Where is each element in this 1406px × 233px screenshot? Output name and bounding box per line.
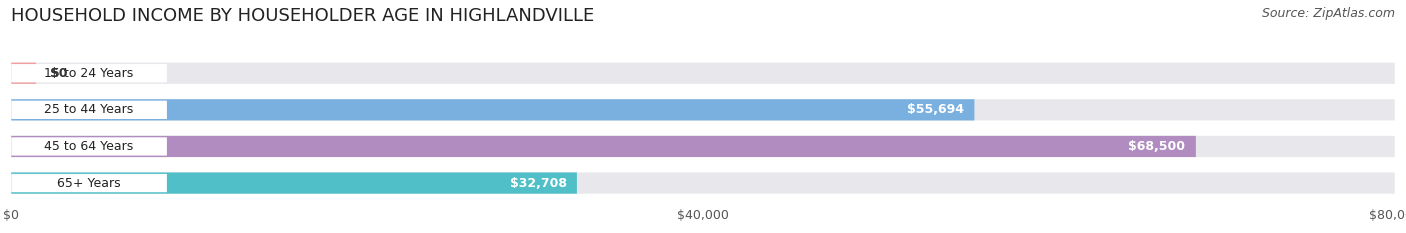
Text: $68,500: $68,500 (1129, 140, 1185, 153)
FancyBboxPatch shape (11, 136, 1395, 157)
Text: $32,708: $32,708 (509, 177, 567, 190)
FancyBboxPatch shape (11, 172, 576, 194)
Text: HOUSEHOLD INCOME BY HOUSEHOLDER AGE IN HIGHLANDVILLE: HOUSEHOLD INCOME BY HOUSEHOLDER AGE IN H… (11, 7, 595, 25)
Text: $55,694: $55,694 (907, 103, 965, 116)
FancyBboxPatch shape (11, 101, 167, 119)
FancyBboxPatch shape (11, 174, 167, 192)
FancyBboxPatch shape (11, 64, 167, 82)
FancyBboxPatch shape (11, 99, 974, 120)
FancyBboxPatch shape (11, 137, 167, 156)
FancyBboxPatch shape (11, 136, 1197, 157)
FancyBboxPatch shape (11, 99, 1395, 120)
Text: 65+ Years: 65+ Years (58, 177, 121, 190)
FancyBboxPatch shape (11, 63, 1395, 84)
FancyBboxPatch shape (11, 63, 37, 84)
Text: Source: ZipAtlas.com: Source: ZipAtlas.com (1261, 7, 1395, 20)
Text: 25 to 44 Years: 25 to 44 Years (45, 103, 134, 116)
FancyBboxPatch shape (11, 172, 1395, 194)
Text: $0: $0 (51, 67, 67, 80)
Text: 15 to 24 Years: 15 to 24 Years (45, 67, 134, 80)
Text: 45 to 64 Years: 45 to 64 Years (45, 140, 134, 153)
